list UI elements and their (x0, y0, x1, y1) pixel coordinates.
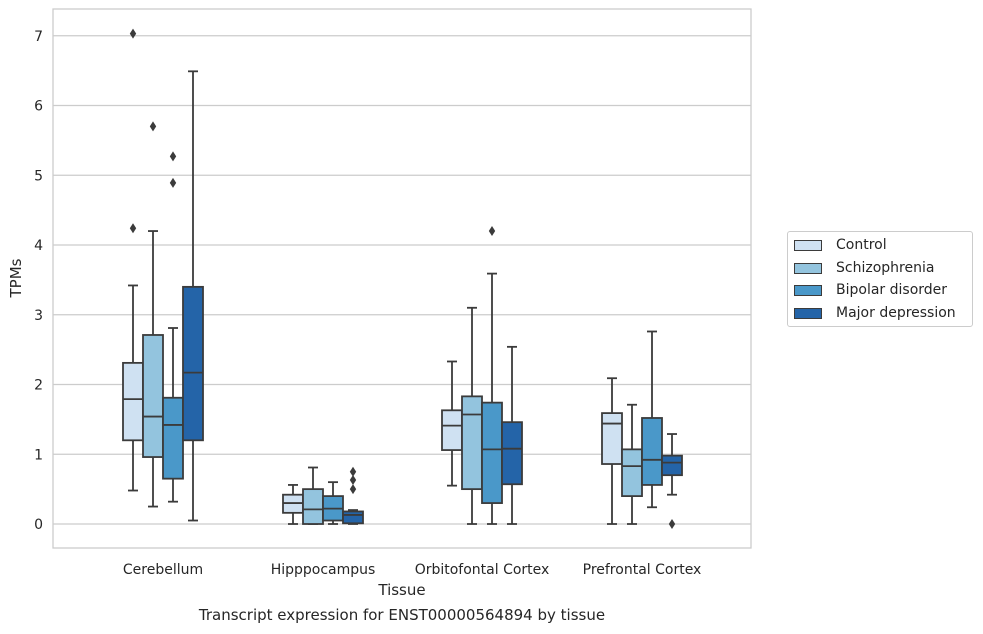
box-group-1-0 (142, 121, 164, 508)
outlier-point (349, 475, 357, 486)
box-group-2-2 (481, 226, 503, 525)
y-axis-label: TPMs (7, 258, 25, 298)
y-tick-labels: 0 1 2 3 4 5 6 7 (34, 29, 43, 533)
outlier-point (129, 223, 137, 234)
outlier-point (349, 466, 357, 477)
legend-swatch-bipolar-disorder (794, 284, 822, 296)
box-group-2-1 (322, 481, 344, 525)
box (601, 412, 623, 465)
box-group-0-0 (122, 28, 144, 492)
y-tick-label-7: 7 (34, 29, 43, 45)
legend-item-control: Control (794, 236, 887, 254)
legend-label-bipolar-disorder: Bipolar disorder (836, 282, 948, 298)
box-group-1-1 (302, 466, 324, 525)
box (501, 421, 523, 486)
x-tick-label-1: Hipppocampus (271, 562, 376, 578)
outlier-point (349, 484, 357, 495)
x-axis-label: Tissue (377, 581, 425, 599)
y-tick-label-5: 5 (34, 168, 43, 184)
y-tick-label-2: 2 (34, 378, 43, 394)
legend-label-schizophrenia: Schizophrenia (836, 260, 935, 276)
box-group-0-2 (441, 360, 463, 487)
box-group-3-0 (182, 70, 204, 522)
box-group-0-3 (601, 377, 623, 525)
x-tick-label-2: Orbitofontal Cortex (415, 562, 550, 578)
box-group-3-3 (661, 433, 683, 529)
y-tick-label-3: 3 (34, 308, 43, 324)
boxes (122, 28, 683, 529)
y-tick-label-0: 0 (34, 517, 43, 533)
box (342, 510, 364, 525)
box-group-0-1 (282, 484, 304, 525)
box (441, 409, 463, 451)
plot-frame (52, 8, 752, 549)
x-tick-labels: Cerebellum Hipppocampus Orbitofontal Corte… (123, 562, 701, 578)
box (182, 285, 204, 442)
y-tick-label-1: 1 (34, 447, 43, 463)
outlier-point (129, 28, 137, 39)
legend-item-major-depression: Major depression (794, 304, 956, 322)
outlier-point (169, 177, 177, 188)
box (302, 488, 324, 525)
box-group-2-3 (641, 330, 663, 509)
box-group-3-2 (501, 345, 523, 525)
legend-label-control: Control (836, 237, 887, 253)
box-group-1-3 (621, 403, 643, 525)
box (641, 417, 663, 486)
box-group-3-1 (342, 466, 364, 525)
box (661, 454, 683, 477)
legend-item-schizophrenia: Schizophrenia (794, 259, 934, 277)
y-tick-label-6: 6 (34, 99, 43, 115)
legend: Control Schizophrenia Bipolar disorder M… (787, 231, 973, 327)
outlier-point (149, 121, 157, 132)
legend-label-major-depression: Major depression (836, 305, 956, 321)
chart-caption: Transcript expression for ENST0000056489… (198, 606, 606, 624)
box (481, 401, 503, 504)
outlier-point (169, 151, 177, 162)
box (461, 395, 483, 491)
legend-swatch-schizophrenia (794, 262, 822, 274)
outlier-point (668, 519, 676, 529)
legend-item-bipolar-disorder: Bipolar disorder (794, 281, 947, 299)
box-group-1-2 (461, 306, 483, 525)
x-tick-label-0: Cerebellum (123, 562, 203, 578)
box (621, 448, 643, 497)
y-tick-label-4: 4 (34, 238, 43, 254)
box-group-2-0 (162, 151, 184, 503)
legend-swatch-major-depression (794, 307, 822, 319)
x-tick-label-3: Prefrontal Cortex (583, 562, 702, 578)
box (122, 361, 144, 442)
box (142, 334, 164, 458)
outlier-point (488, 226, 496, 237)
box (162, 396, 184, 480)
legend-swatch-control (794, 239, 822, 251)
